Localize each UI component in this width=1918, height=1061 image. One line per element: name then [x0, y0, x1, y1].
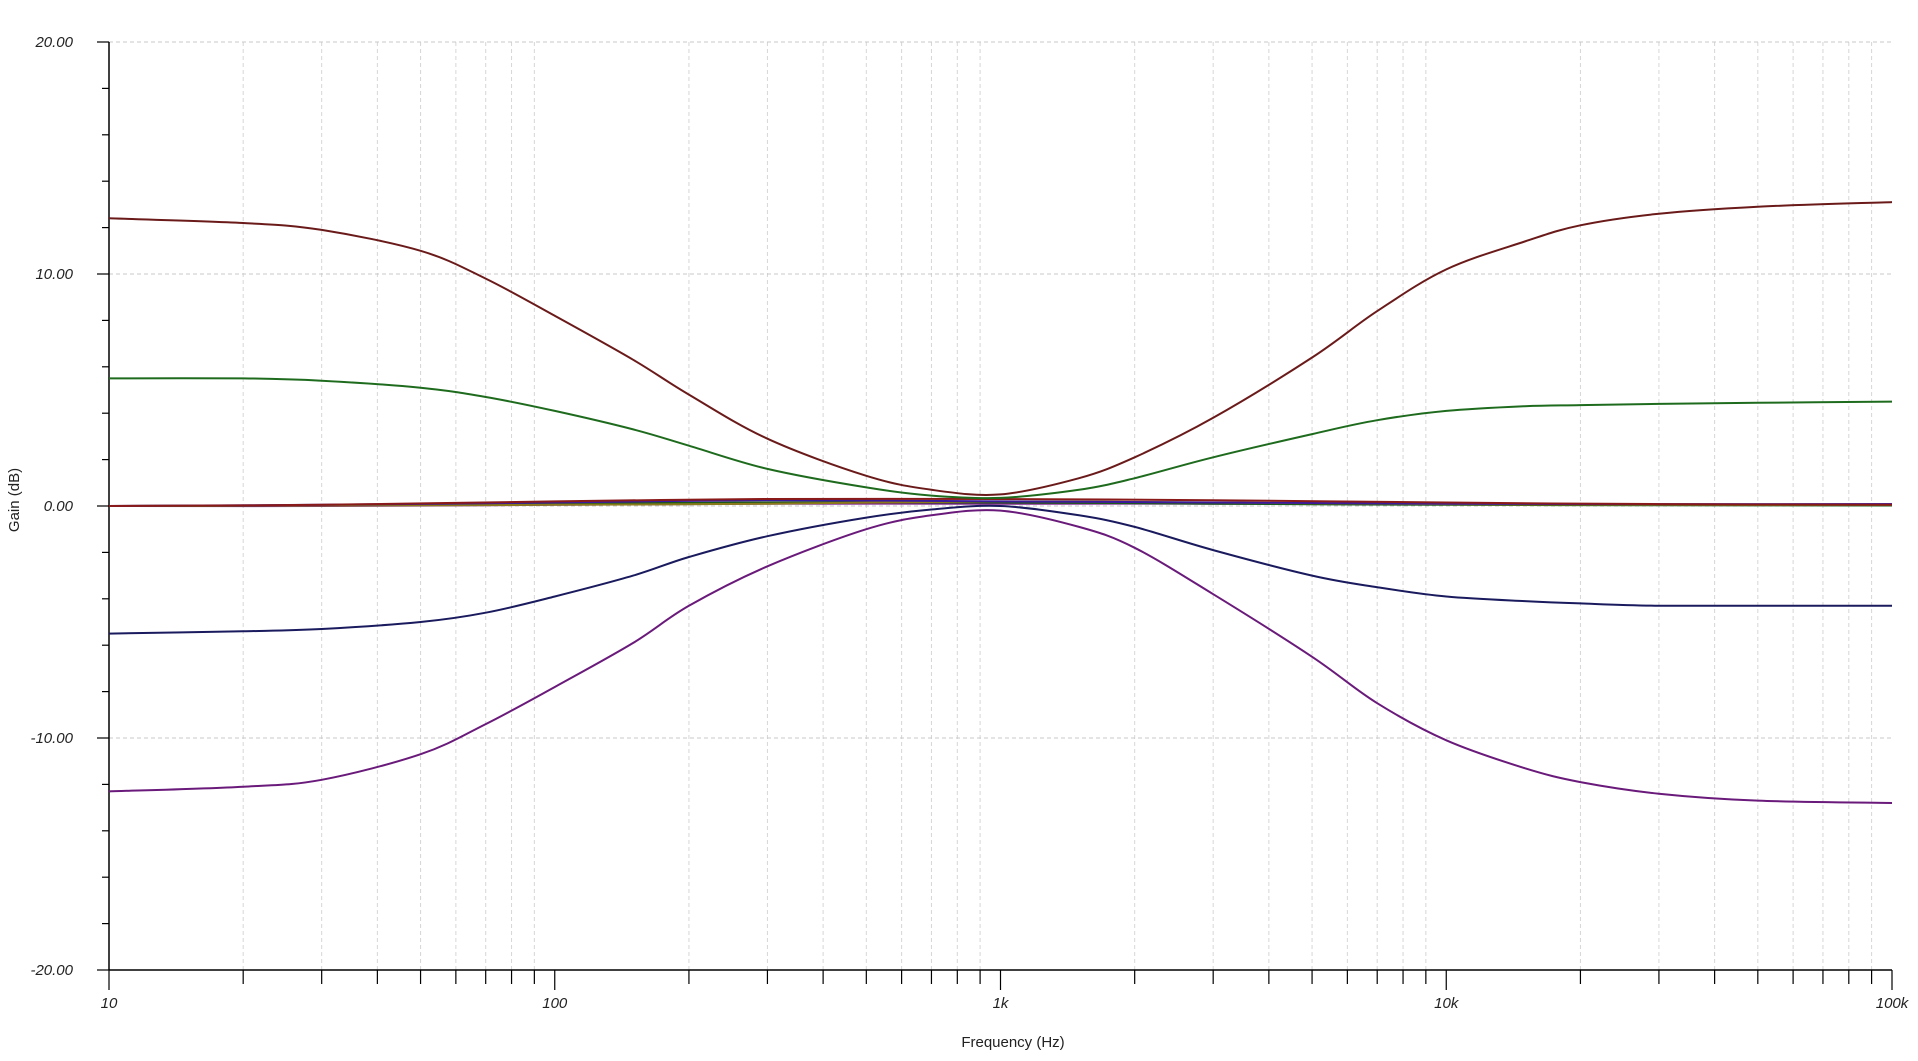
- series-line: [108, 504, 1892, 635]
- y-tick-label: 10.00: [35, 266, 73, 283]
- x-tick-label: 100k: [1876, 995, 1910, 1012]
- x-axis-title: Frequency (Hz): [961, 1034, 1064, 1051]
- y-tick-label: -20.00: [30, 962, 73, 979]
- x-tick-label: 10k: [1434, 995, 1460, 1012]
- y-axis-title: Gain (dB): [6, 468, 23, 532]
- tick-labels: 10 100 1k 10k 100k 20.00 10.00 0.00 -10.00 -20.00: [30, 34, 1909, 1012]
- y-tick-label: 0.00: [44, 498, 74, 515]
- series-line: [108, 201, 1893, 496]
- series-layer: [108, 201, 1893, 804]
- series-line: [108, 509, 1893, 804]
- x-tick-label: 100: [542, 995, 568, 1012]
- series-line: [108, 377, 1893, 500]
- series-line: [108, 497, 1893, 507]
- x-tick-label: 10: [101, 995, 118, 1012]
- axes: [97, 41, 1893, 990]
- x-tick-label: 1k: [993, 995, 1010, 1012]
- y-tick-label: 20.00: [34, 34, 73, 51]
- y-tick-label: -10.00: [30, 730, 73, 747]
